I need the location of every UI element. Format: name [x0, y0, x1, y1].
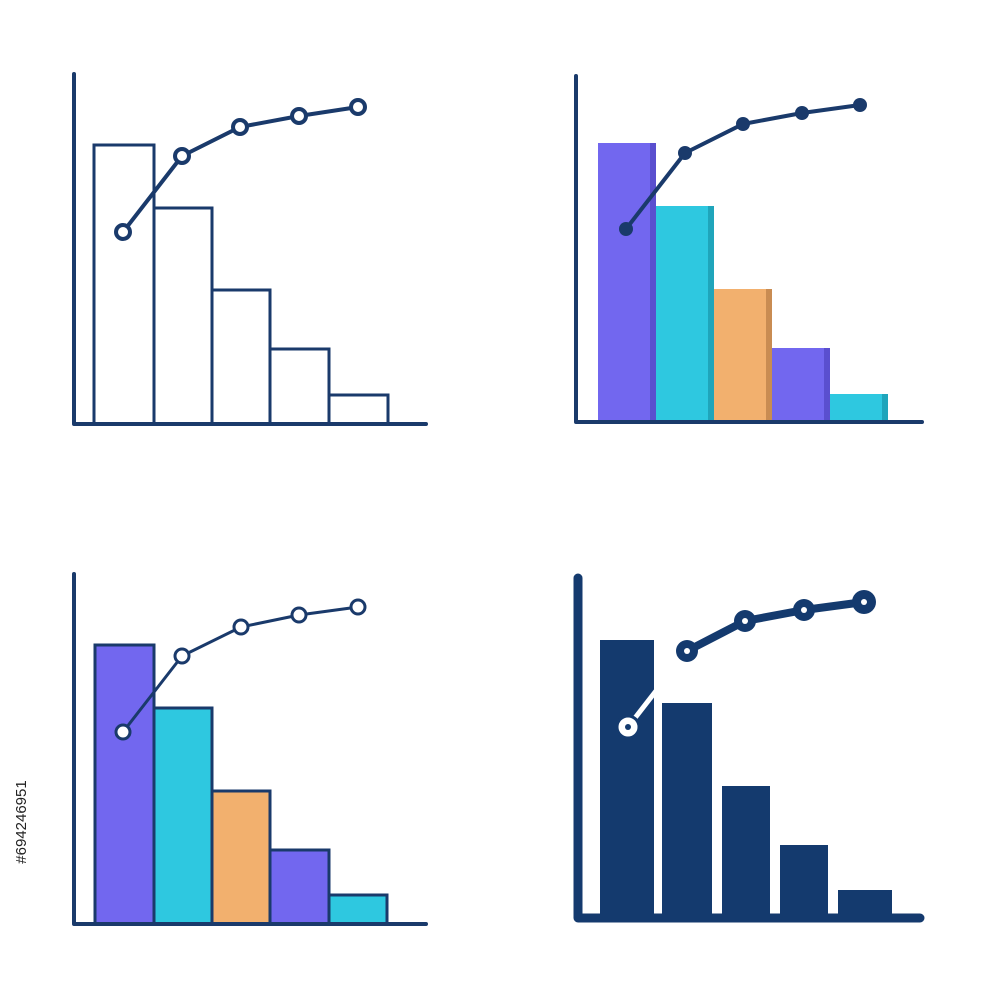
bar — [656, 206, 714, 422]
axes — [574, 74, 924, 424]
icon-solid — [573, 573, 925, 923]
bar — [772, 348, 830, 422]
stock-id: #694246951 — [13, 780, 30, 863]
bar — [662, 703, 712, 918]
bar — [714, 289, 772, 422]
bar — [268, 347, 331, 426]
icon-outline — [72, 72, 428, 426]
bar — [210, 288, 272, 426]
line-segment — [626, 649, 689, 729]
bar — [327, 893, 389, 926]
bar — [152, 206, 214, 426]
bar — [598, 143, 656, 422]
axes — [72, 72, 428, 426]
bar — [780, 845, 828, 918]
axes — [72, 572, 428, 926]
bar — [210, 789, 272, 926]
bar — [152, 706, 214, 926]
icon-flat — [574, 74, 924, 424]
bar — [268, 848, 331, 926]
bar — [600, 640, 654, 918]
bar — [722, 786, 770, 918]
cumulative-line — [685, 598, 865, 655]
points — [114, 98, 367, 241]
bar — [327, 393, 390, 426]
bar — [830, 394, 888, 422]
axes — [573, 573, 925, 923]
bar — [92, 143, 156, 426]
bar — [93, 643, 156, 926]
points — [619, 98, 867, 236]
icon-filled-outline — [72, 572, 428, 926]
bar — [838, 890, 892, 918]
points — [114, 598, 367, 741]
